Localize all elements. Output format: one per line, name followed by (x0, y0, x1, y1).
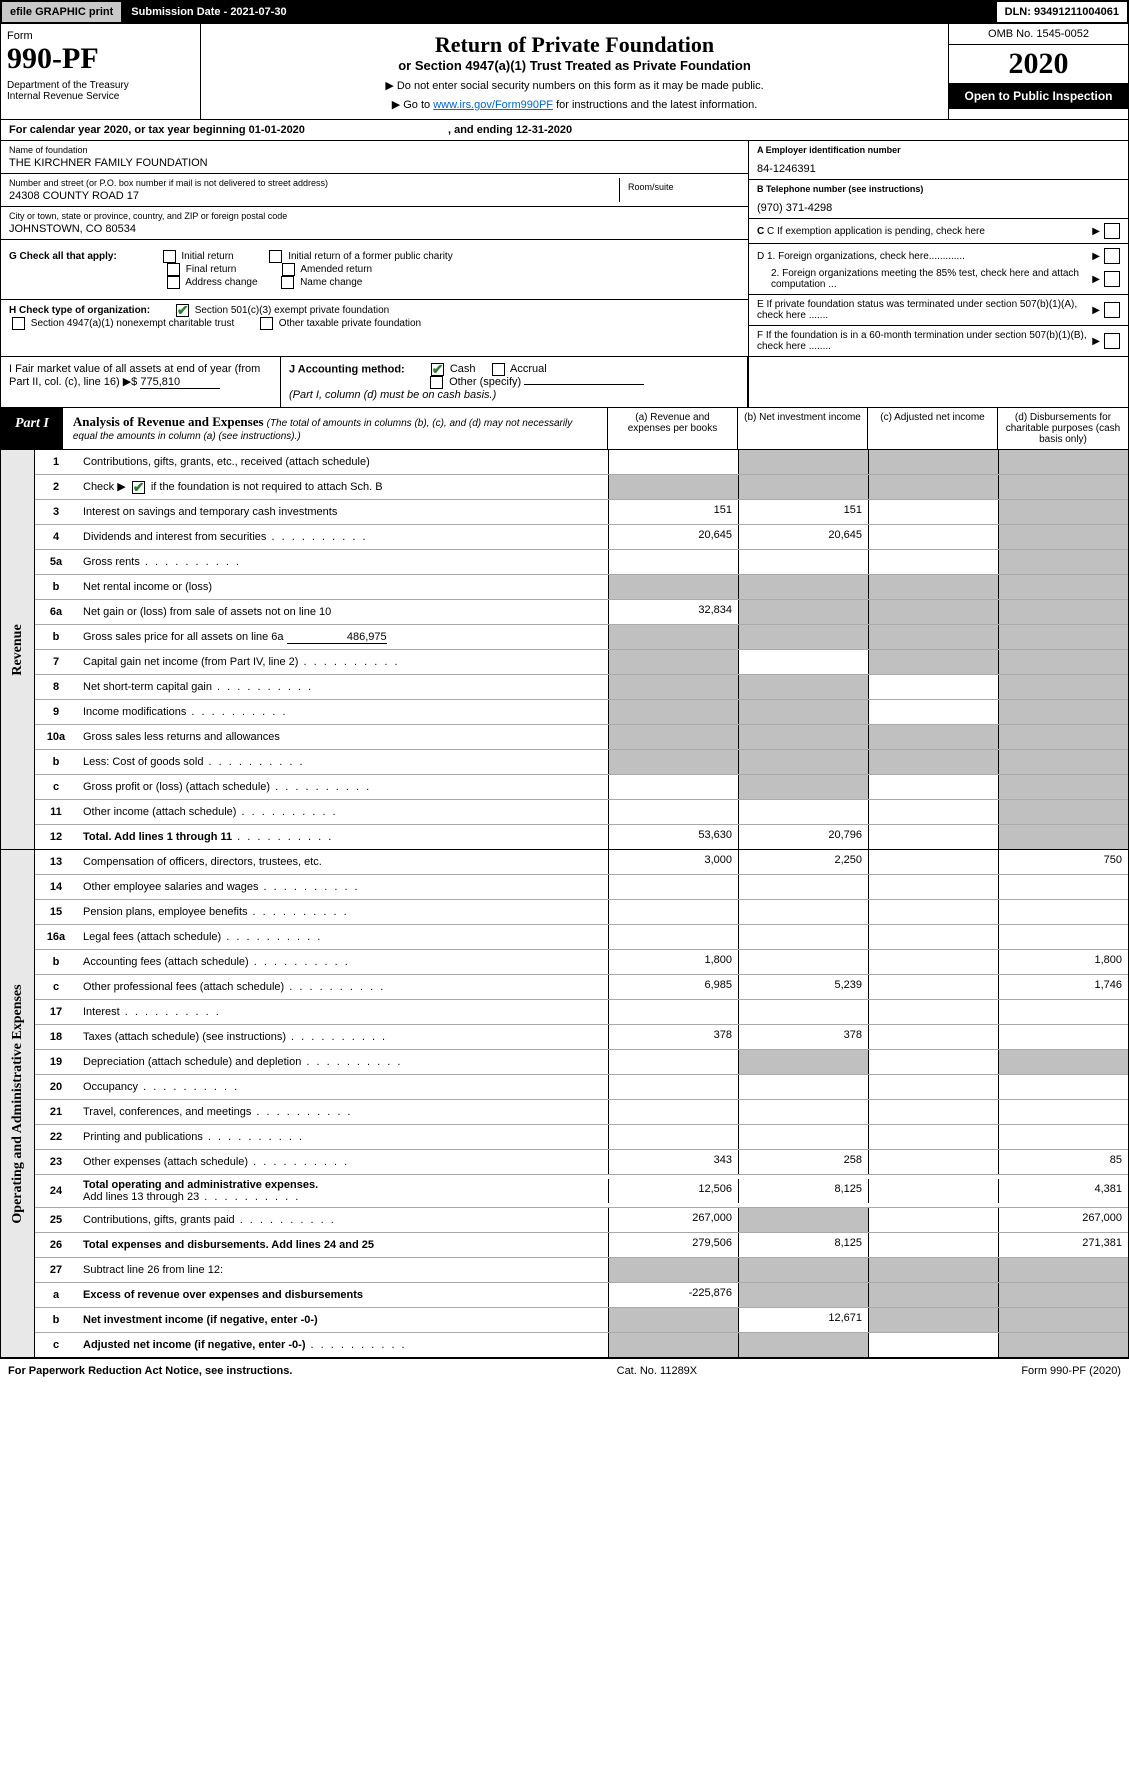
g-section: G Check all that apply: Initial return I… (1, 240, 748, 300)
foundation-name: THE KIRCHNER FAMILY FOUNDATION (9, 157, 740, 169)
foundation-name-cell: Name of foundation THE KIRCHNER FAMILY F… (1, 141, 748, 174)
ein-cell: A Employer identification number 84-1246… (749, 141, 1128, 180)
city-state-zip: JOHNSTOWN, CO 80534 (9, 223, 740, 235)
form-subtitle: or Section 4947(a)(1) Trust Treated as P… (209, 58, 940, 73)
initial-return-chk[interactable] (163, 250, 176, 263)
calendar-year: For calendar year 2020, or tax year begi… (0, 120, 1129, 141)
revenue-section: Revenue 1Contributions, gifts, grants, e… (0, 450, 1129, 850)
header-left: Form 990-PF Department of the Treasury I… (1, 24, 201, 119)
phone-cell: B Telephone number (see instructions) (9… (749, 180, 1128, 219)
col-b-head: (b) Net investment income (738, 408, 868, 449)
cash-chk[interactable] (431, 363, 444, 376)
street-address: 24308 COUNTY ROAD 17 (9, 190, 619, 202)
address-change-chk[interactable] (167, 276, 180, 289)
efile-label: efile GRAPHIC print (2, 2, 123, 22)
fmv-value: 775,810 (140, 376, 220, 389)
d1-checkbox[interactable] (1104, 248, 1120, 264)
col-d-head: (d) Disbursements for charitable purpose… (998, 408, 1128, 449)
tax-year: 2020 (949, 45, 1128, 83)
footer: For Paperwork Reduction Act Notice, see … (0, 1358, 1129, 1383)
ij-row: I Fair market value of all assets at end… (0, 357, 1129, 408)
header-center: Return of Private Foundation or Section … (201, 24, 948, 119)
submission-date: Submission Date - 2021-07-30 (123, 2, 996, 22)
note-1: ▶ Do not enter social security numbers o… (209, 79, 940, 92)
dept-label: Department of the Treasury Internal Reve… (7, 80, 194, 102)
c-checkbox[interactable] (1104, 223, 1120, 239)
final-return-chk[interactable] (167, 263, 180, 276)
amended-return-chk[interactable] (282, 263, 295, 276)
accrual-chk[interactable] (492, 363, 505, 376)
form-ref: Form 990-PF (2020) (1021, 1365, 1121, 1377)
phone: (970) 371-4298 (757, 202, 1120, 214)
paperwork-notice: For Paperwork Reduction Act Notice, see … (8, 1365, 292, 1377)
cat-no: Cat. No. 11289X (617, 1365, 698, 1377)
form-title: Return of Private Foundation (209, 32, 940, 58)
info-grid: Name of foundation THE KIRCHNER FAMILY F… (0, 141, 1129, 357)
expenses-section: Operating and Administrative Expenses 13… (0, 850, 1129, 1358)
f-cell: F If the foundation is in a 60-month ter… (749, 326, 1128, 356)
i-section: I Fair market value of all assets at end… (1, 357, 281, 407)
schb-chk[interactable] (132, 481, 145, 494)
other-chk[interactable] (430, 376, 443, 389)
h-section: H Check type of organization: Section 50… (1, 300, 748, 334)
501c3-chk[interactable] (176, 304, 189, 317)
e-cell: E If private foundation status was termi… (749, 295, 1128, 326)
d-cell: D 1. Foreign organizations, check here..… (749, 244, 1128, 295)
room-label: Room/suite (628, 182, 732, 192)
form-label: Form (7, 30, 194, 42)
omb-number: OMB No. 1545-0052 (949, 24, 1128, 45)
arrow-icon: ▶ (1092, 226, 1100, 237)
address-row: Number and street (or P.O. box number if… (1, 174, 748, 207)
j-right-spacer (748, 357, 1128, 407)
dln: DLN: 93491211004061 (997, 2, 1127, 22)
part-title: Analysis of Revenue and Expenses (The to… (63, 408, 608, 449)
header-right: OMB No. 1545-0052 2020 Open to Public In… (948, 24, 1128, 119)
part-label: Part I (1, 408, 63, 449)
part1-header: Part I Analysis of Revenue and Expenses … (0, 408, 1129, 450)
form-number: 990-PF (7, 42, 194, 76)
4947-chk[interactable] (12, 317, 25, 330)
info-left: Name of foundation THE KIRCHNER FAMILY F… (1, 141, 748, 356)
other-taxable-chk[interactable] (260, 317, 273, 330)
d2-checkbox[interactable] (1104, 271, 1120, 287)
open-inspection: Open to Public Inspection (949, 83, 1128, 109)
irs-link[interactable]: www.irs.gov/Form990PF (433, 99, 553, 111)
city-cell: City or town, state or province, country… (1, 207, 748, 240)
info-right: A Employer identification number 84-1246… (748, 141, 1128, 356)
name-change-chk[interactable] (281, 276, 294, 289)
revenue-side-label: Revenue (1, 450, 35, 849)
col-c-head: (c) Adjusted net income (868, 408, 998, 449)
note-2: ▶ Go to www.irs.gov/Form990PF for instru… (209, 98, 940, 111)
c-cell: C C If exemption application is pending,… (749, 219, 1128, 244)
f-checkbox[interactable] (1104, 333, 1120, 349)
expenses-side-label: Operating and Administrative Expenses (1, 850, 35, 1357)
j-section: J Accounting method: Cash Accrual Other … (281, 357, 748, 407)
form-header: Form 990-PF Department of the Treasury I… (0, 24, 1129, 120)
gross-sales-6a: 486,975 (287, 631, 387, 644)
ein: 84-1246391 (757, 163, 1120, 175)
col-a-head: (a) Revenue and expenses per books (608, 408, 738, 449)
initial-former-chk[interactable] (269, 250, 282, 263)
e-checkbox[interactable] (1104, 302, 1120, 318)
topbar: efile GRAPHIC print Submission Date - 20… (0, 0, 1129, 24)
